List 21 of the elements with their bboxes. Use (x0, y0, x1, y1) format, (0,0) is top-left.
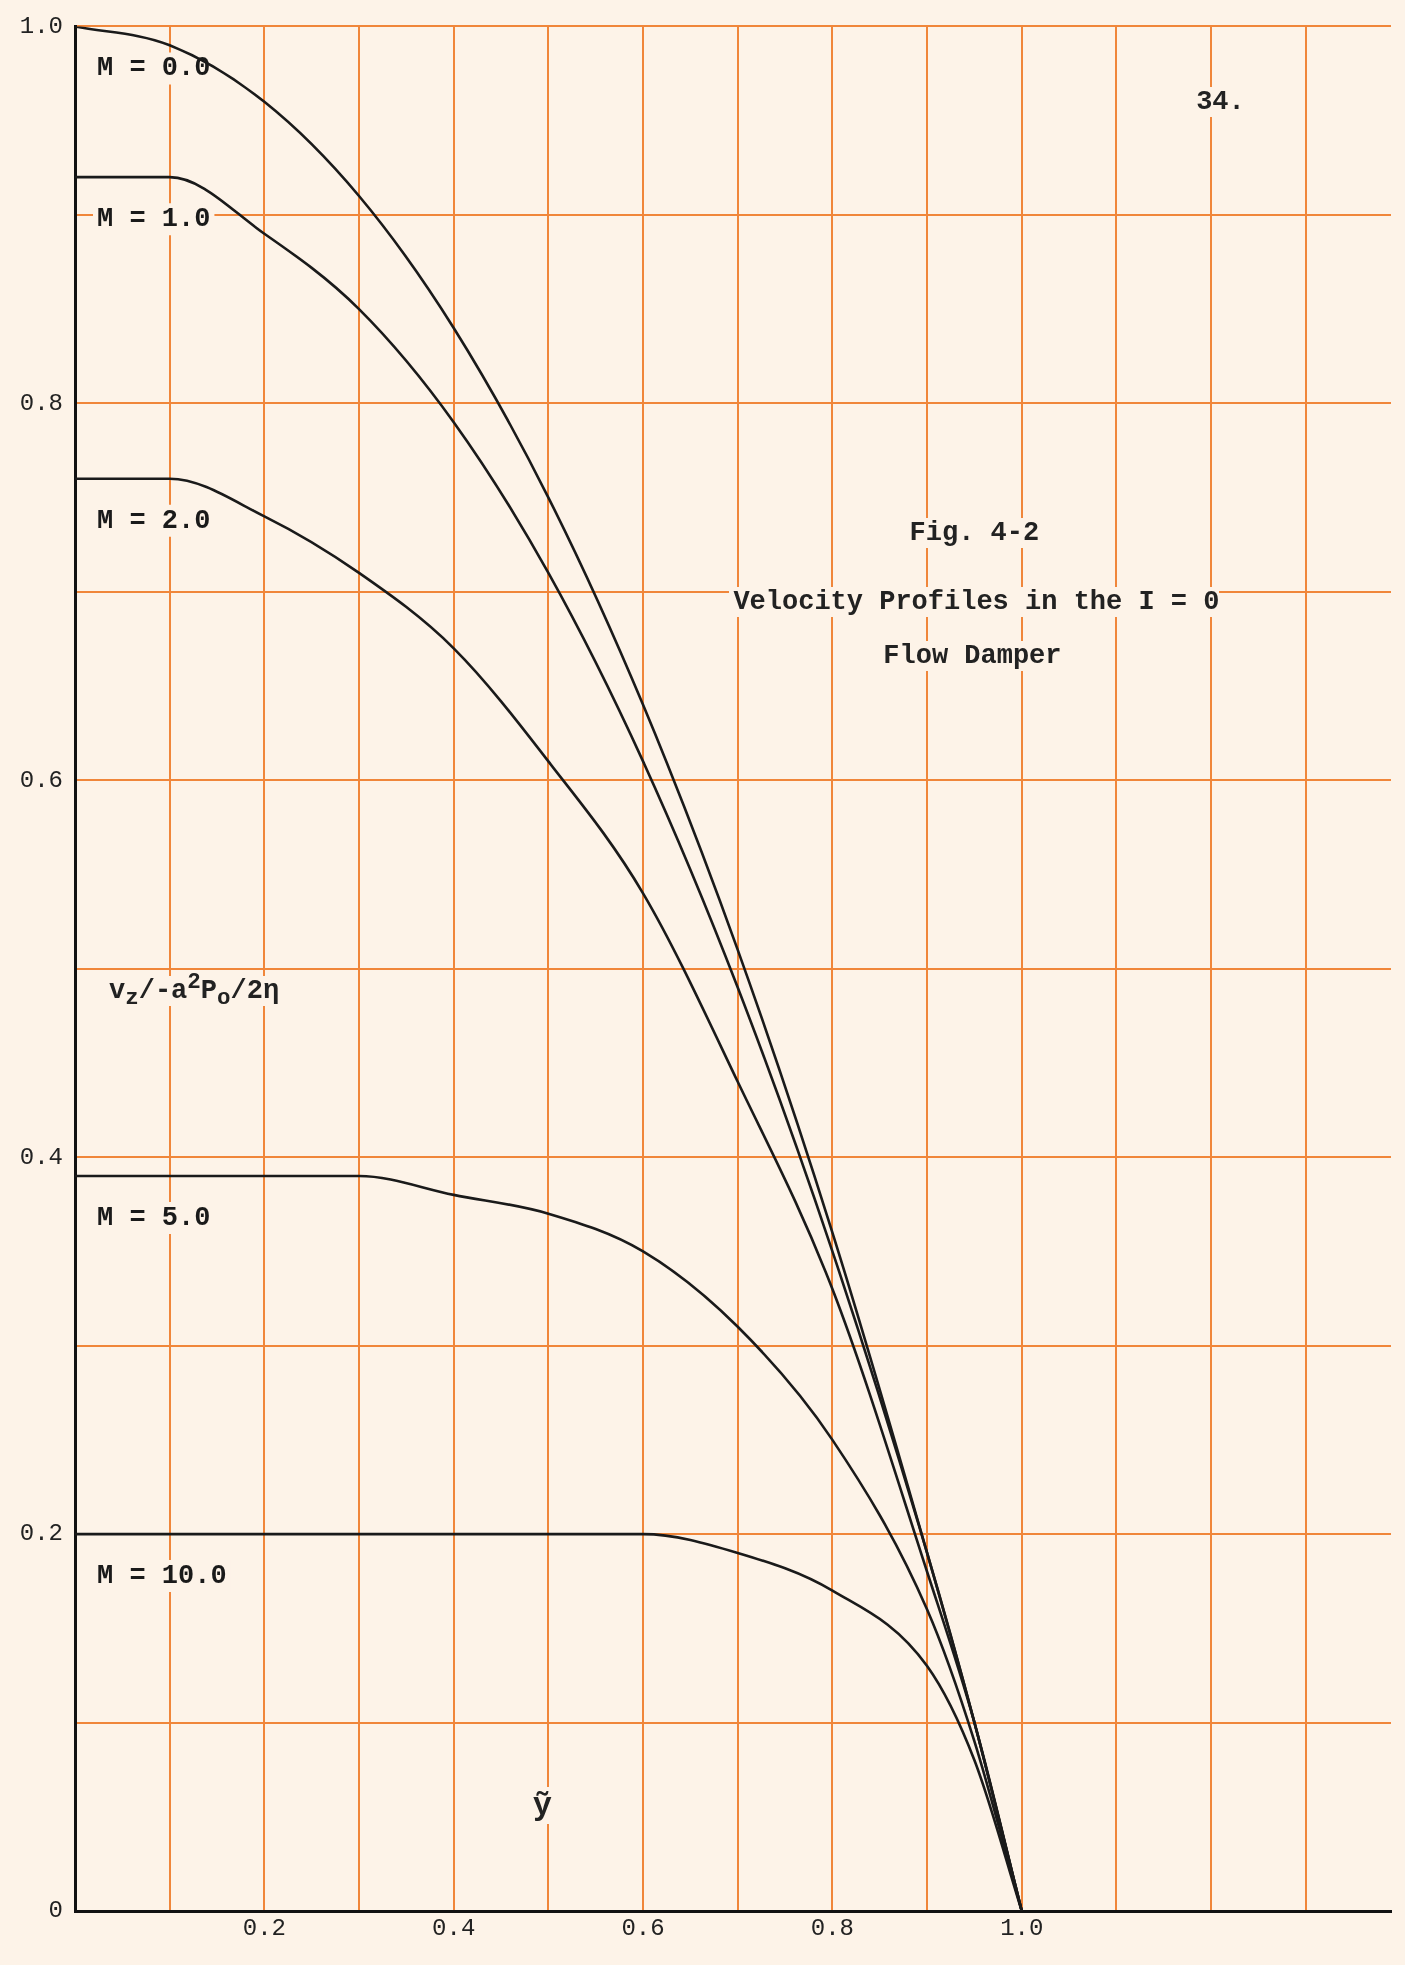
y-tick-label: 0.2 (19, 1520, 63, 1548)
x-tick-label: 0.2 (242, 1914, 286, 1942)
y-tick-label: 1.0 (19, 12, 63, 40)
y-tick-label: 0.4 (19, 1143, 63, 1171)
x-tick-label: 0.4 (432, 1914, 476, 1942)
x-tick-label: 0.8 (810, 1914, 855, 1942)
text: Velocity Profiles in the I = 0 Flow Damper (729, 586, 1220, 671)
series-label: M = 5.0 (97, 1202, 211, 1233)
y-axis-title: v$_{z}$/-a$^{2}$P$_{o}$/2η (108, 968, 281, 1012)
y-tick-label: 0.8 (19, 389, 63, 417)
series-label: M = 1.0 (97, 203, 211, 234)
x-tick-label: 0.6 (621, 1914, 665, 1942)
y-tick-label: 0 (48, 1897, 63, 1925)
x-tick-label: 1.0 (1000, 1914, 1044, 1942)
series-label: M = 10.0 (97, 1560, 227, 1591)
text: Fig. 4-2 (905, 518, 1044, 549)
y-tick-label: 0.6 (19, 766, 63, 794)
annotation: 34. (1192, 86, 1249, 117)
series-label: M = 2.0 (97, 505, 211, 536)
series-label: M = 0.0 (97, 53, 211, 84)
x-axis-title: ỹ (528, 1787, 556, 1825)
